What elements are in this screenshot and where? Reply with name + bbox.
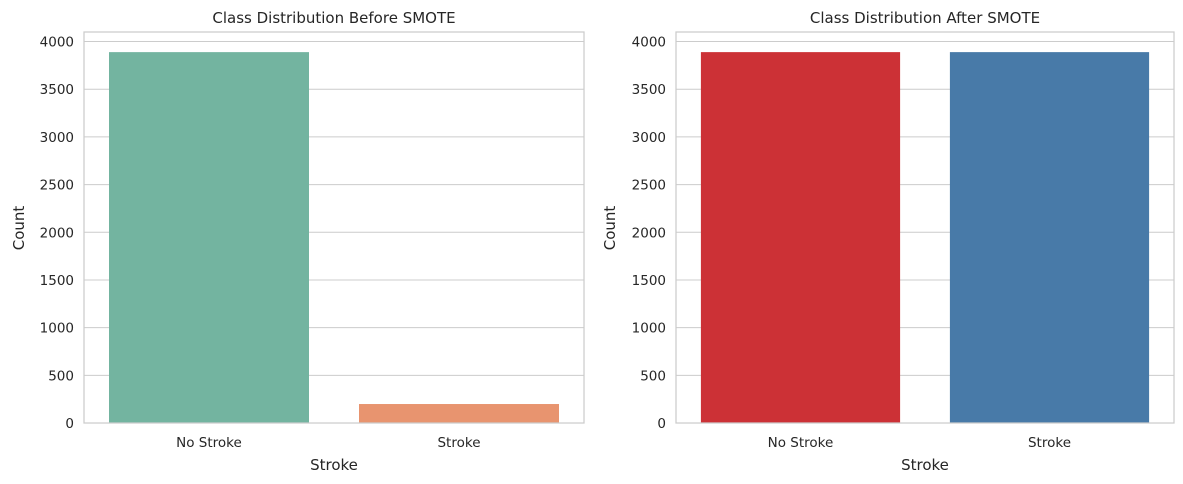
- bar-no-stroke: [109, 52, 309, 424]
- y-tick-label: 1000: [40, 321, 74, 337]
- x-tick-label: No Stroke: [176, 435, 242, 451]
- y-tick-label: 4000: [40, 35, 74, 51]
- chart-panel-after-smote: 0 500 1000 1500 2000 2500 3000 3500 4000 No Strok…: [601, 9, 1175, 474]
- bar-no-stroke: [700, 52, 901, 424]
- y-axis-label: Count: [10, 206, 28, 251]
- x-tick-label: Stroke: [1028, 435, 1071, 451]
- axes-frame: [83, 31, 585, 424]
- chart-title: Class Distribution After SMOTE: [810, 9, 1040, 27]
- y-tick-label: 2000: [40, 225, 74, 241]
- y-tick-label: 4000: [632, 35, 666, 51]
- y-tick-label: 2500: [632, 178, 666, 194]
- y-tick-label: 2500: [40, 178, 74, 194]
- y-tick-label: 3000: [632, 130, 666, 146]
- y-tick-label: 1500: [40, 273, 74, 289]
- x-axis-label: Stroke: [310, 456, 358, 474]
- y-tick-label: 2000: [632, 225, 666, 241]
- y-tick-label: 500: [640, 368, 666, 384]
- y-tick-label: 3500: [40, 82, 74, 98]
- y-tick-label: 1500: [632, 273, 666, 289]
- y-tick-label: 500: [48, 368, 74, 384]
- chart-panel-before-smote: 0 500 1000 1500 2000 2500 3000 3500 4000 No Strok…: [10, 9, 585, 474]
- bar-stroke: [949, 52, 1150, 424]
- x-tick-label: No Stroke: [768, 435, 834, 451]
- axes-frame: [675, 31, 1175, 424]
- y-tick-label: 3500: [632, 82, 666, 98]
- bar-stroke: [359, 404, 559, 423]
- chart-title: Class Distribution Before SMOTE: [212, 9, 455, 27]
- y-tick-label: 3000: [40, 130, 74, 146]
- x-tick-label: Stroke: [437, 435, 480, 451]
- y-tick-label: 1000: [632, 321, 666, 337]
- y-tick-label: 0: [657, 416, 666, 432]
- y-tick-label: 0: [65, 416, 74, 432]
- x-axis-label: Stroke: [901, 456, 949, 474]
- y-axis-label: Count: [601, 206, 619, 251]
